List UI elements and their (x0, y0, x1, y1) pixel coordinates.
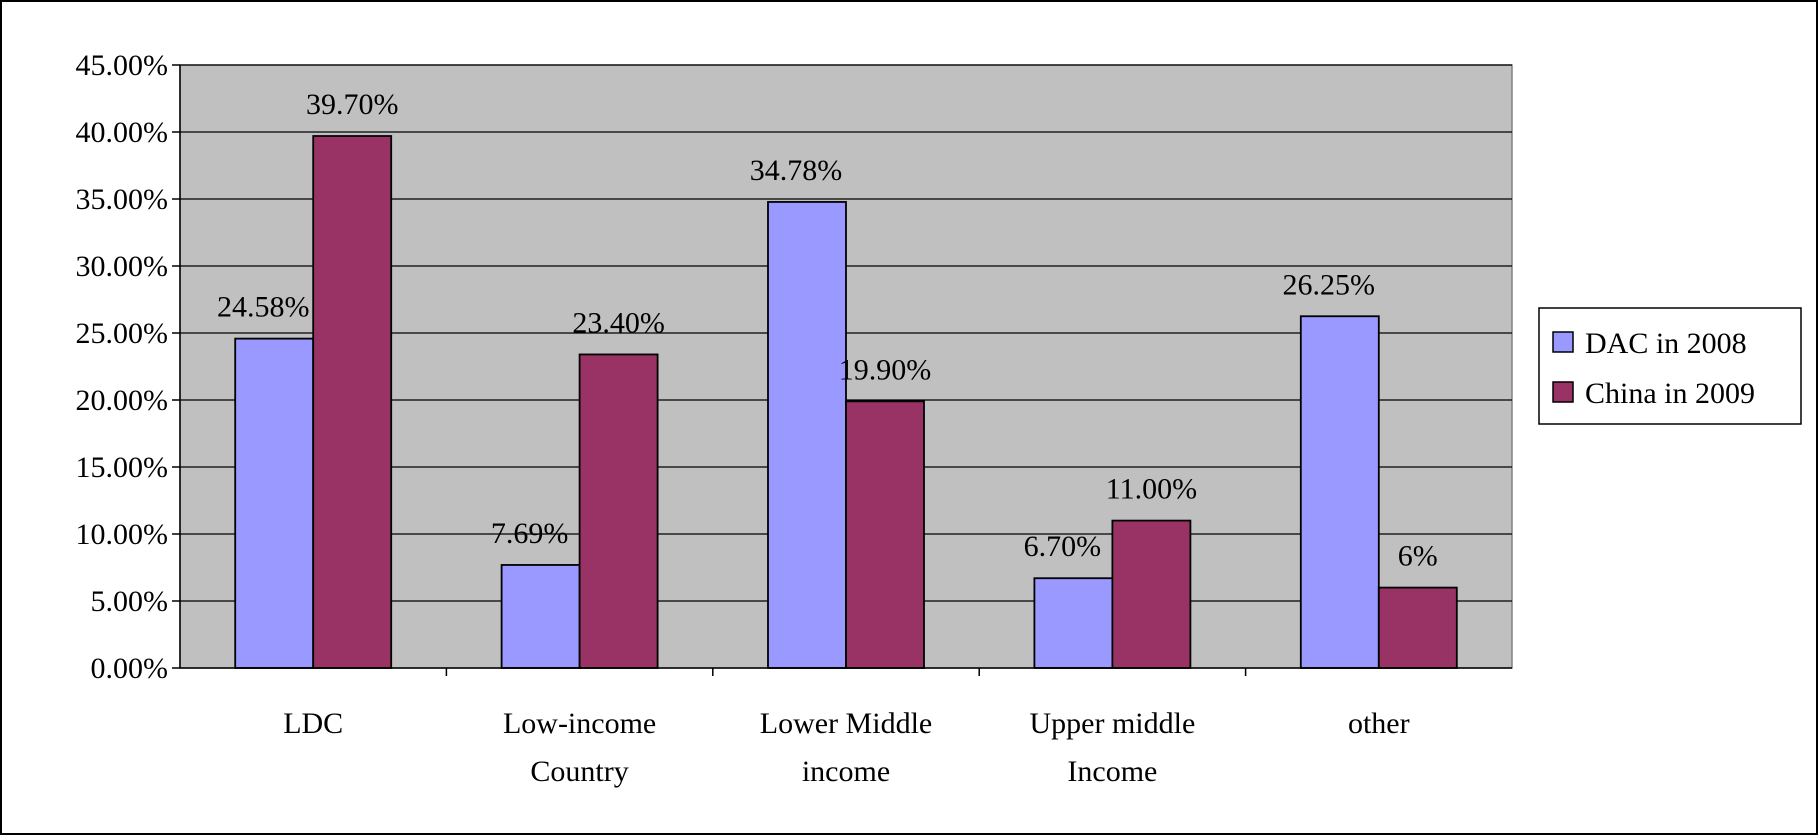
data-label: 6.70% (1024, 530, 1102, 563)
data-label: 23.40% (572, 306, 665, 339)
bar-china-2009 (312, 135, 393, 669)
data-label: 26.25% (1283, 268, 1376, 301)
bar-dac-2008 (234, 337, 315, 669)
y-tick-label: 10.00% (76, 518, 169, 551)
bar-dac-2008 (1033, 577, 1114, 669)
y-tick-label: 0.00% (91, 652, 169, 685)
data-label: 39.70% (306, 88, 399, 121)
bar-dac-2008 (767, 201, 847, 669)
bar-china-2009 (845, 400, 925, 669)
y-tick-label: 40.00% (76, 116, 169, 149)
x-category-label: Low-income Country (503, 707, 656, 788)
bar-china-2009 (578, 353, 659, 669)
data-labels: 24.58% 39.70% 7.69% 23.40% 34.78% 19.90% 6.70%… (217, 88, 1438, 573)
x-category-label: Upper middle Income (1030, 707, 1196, 788)
y-tick-label: 20.00% (76, 384, 169, 417)
axes (179, 65, 1512, 676)
data-label: 34.78% (750, 154, 843, 187)
legend: DAC in 2008 China in 2009 (1538, 307, 1802, 425)
x-category-label: other (1348, 707, 1410, 740)
legend-swatch (1552, 381, 1574, 403)
data-label: 11.00% (1106, 473, 1197, 506)
y-tick-label: 45.00% (76, 49, 169, 82)
y-tick-label: 35.00% (76, 183, 169, 216)
legend-swatch (1552, 331, 1574, 353)
data-label: 7.69% (491, 517, 569, 550)
y-tick-label: 30.00% (76, 250, 169, 283)
data-label: 19.90% (839, 353, 932, 386)
bar-dac-2008 (1299, 315, 1380, 669)
y-tick-label: 15.00% (76, 451, 169, 484)
legend-box (1538, 307, 1802, 425)
y-tick-label: 5.00% (91, 585, 169, 618)
legend-label: DAC in 2008 (1585, 327, 1747, 360)
bar-china-2009 (1111, 519, 1192, 669)
legend-label: China in 2009 (1585, 377, 1755, 410)
x-category-label: Lower Middle income (760, 707, 932, 788)
data-label: 24.58% (217, 291, 310, 324)
x-category-label: LDC (283, 707, 343, 740)
y-tick-label: 25.00% (76, 317, 169, 350)
bar-dac-2008 (500, 564, 581, 669)
data-label: 6% (1398, 540, 1438, 573)
y-axis-tick-labels: 0.00% 5.00% 10.00% 15.00% 20.00% 25.00% 30.00%… (76, 49, 169, 685)
bar-china-2009 (1377, 586, 1458, 669)
x-axis-category-labels: LDC Low-income Country Lower Middle income Up… (283, 707, 1409, 788)
bars (234, 135, 1458, 669)
